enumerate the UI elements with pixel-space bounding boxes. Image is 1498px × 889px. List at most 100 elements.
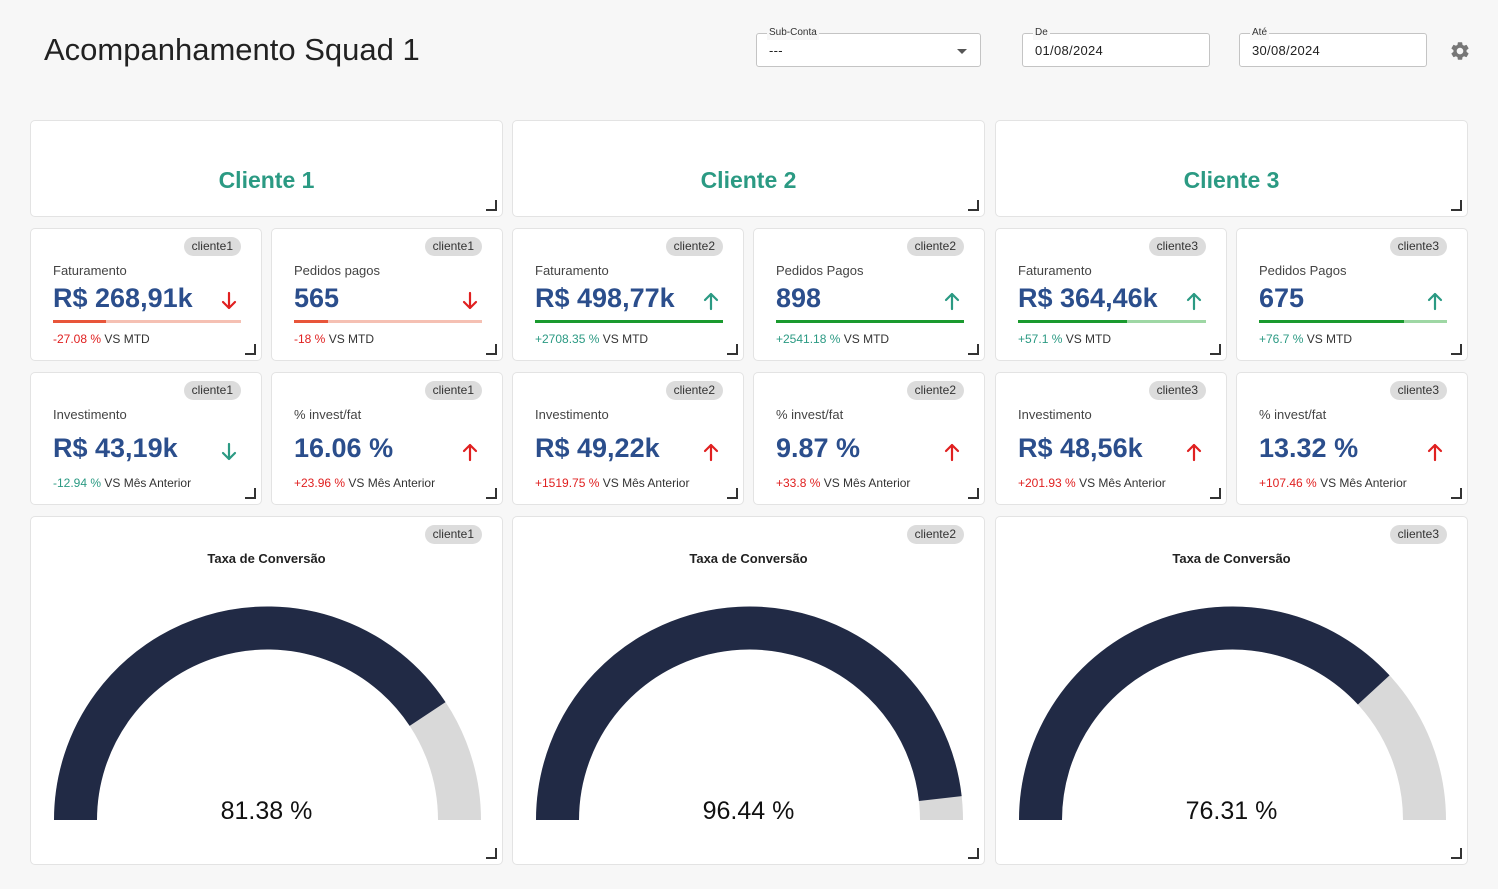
- chevron-down-icon[interactable]: [957, 49, 967, 54]
- metric-label: % invest/fat: [1259, 407, 1327, 422]
- gauge-value-label: 81.38 %: [220, 797, 313, 825]
- invest-card: cliente1 Investimento R$ 43,19k -12.94 % VS…: [30, 372, 262, 505]
- date-to-field[interactable]: Até 30/08/2024: [1239, 26, 1427, 67]
- progress-bar: [294, 320, 482, 323]
- metric-comparison: +2541.18 % VS MTD: [776, 332, 889, 346]
- gauge-value-label: 76.31 %: [1185, 797, 1278, 825]
- metric-value: R$ 364,46k: [1018, 283, 1158, 313]
- date-to-value: 30/08/2024: [1252, 43, 1321, 58]
- arrow-up-icon: [1184, 291, 1204, 311]
- progress-bar-fill: [1018, 320, 1128, 323]
- invest-card: cliente1 % invest/fat 16.06 % +23.96 % VS M…: [271, 372, 503, 505]
- invest-card: cliente2 Investimento R$ 49,22k +1519.75 % …: [512, 372, 744, 505]
- metric-comparison: +23.96 % VS Mês Anterior: [294, 476, 435, 490]
- metric-label: Faturamento: [535, 263, 609, 278]
- compare-label: VS Mês Anterior: [104, 476, 192, 490]
- date-from-field[interactable]: De 01/08/2024: [1022, 26, 1210, 67]
- conversion-gauge: [54, 606, 481, 821]
- resize-handle[interactable]: [1451, 848, 1462, 859]
- change-percent: +76.7 %: [1259, 332, 1304, 346]
- metric-comparison: -12.94 % VS Mês Anterior: [53, 476, 191, 490]
- compare-label: VS MTD: [104, 332, 150, 346]
- metric-value: R$ 43,19k: [53, 433, 178, 463]
- change-percent: -18 %: [294, 332, 326, 346]
- resize-handle[interactable]: [486, 848, 497, 859]
- gauge-card: cliente2 Taxa de Conversão 96.44 %: [512, 516, 985, 865]
- client-title-card: Cliente 1: [30, 120, 503, 217]
- change-percent: +57.1 %: [1018, 332, 1063, 346]
- resize-handle[interactable]: [1210, 488, 1221, 499]
- client-tag-badge: cliente1: [424, 237, 482, 256]
- arrow-up-icon: [942, 291, 962, 311]
- resize-handle[interactable]: [968, 488, 979, 499]
- gear-icon[interactable]: [1449, 40, 1471, 62]
- resize-handle[interactable]: [486, 344, 497, 355]
- date-to-label: Até: [1250, 26, 1270, 40]
- client-tag-badge: cliente3: [1389, 381, 1447, 400]
- client-tag-badge: cliente3: [1148, 237, 1206, 256]
- resize-handle[interactable]: [727, 344, 738, 355]
- invest-card: cliente3 % invest/fat 13.32 % +107.46 % VS …: [1236, 372, 1468, 505]
- client-tag-badge: cliente1: [183, 381, 241, 400]
- resize-handle[interactable]: [968, 848, 979, 859]
- metric-value: 9.87 %: [776, 433, 861, 463]
- client-tag-badge: cliente3: [1148, 381, 1206, 400]
- resize-handle[interactable]: [1210, 344, 1221, 355]
- change-percent: +23.96 %: [294, 476, 346, 490]
- resize-handle[interactable]: [968, 344, 979, 355]
- resize-handle[interactable]: [1451, 488, 1462, 499]
- client-tag-badge: cliente2: [665, 381, 723, 400]
- change-percent: +107.46 %: [1259, 476, 1317, 490]
- gauge-value-arc: [54, 606, 446, 821]
- metric-value: 675: [1259, 283, 1305, 313]
- metric-card: cliente2 Pedidos Pagos 898 +2541.18 % VS MT…: [753, 228, 985, 361]
- subconta-select[interactable]: Sub-Conta ---: [756, 26, 981, 67]
- arrow-up-icon: [1425, 291, 1445, 311]
- metric-comparison: +33.8 % VS Mês Anterior: [776, 476, 910, 490]
- change-percent: +201.93 %: [1018, 476, 1076, 490]
- metric-comparison: +1519.75 % VS Mês Anterior: [535, 476, 689, 490]
- progress-bar: [53, 320, 241, 323]
- resize-handle[interactable]: [727, 488, 738, 499]
- metric-value: 565: [294, 283, 340, 313]
- arrow-up-icon: [1425, 442, 1445, 462]
- progress-bar-fill: [294, 320, 328, 323]
- arrow-down-icon: [460, 291, 480, 311]
- metric-label: % invest/fat: [776, 407, 844, 422]
- client-tag-badge: cliente1: [424, 381, 482, 400]
- client-tag-badge: cliente2: [906, 237, 964, 256]
- arrow-down-icon: [219, 442, 239, 462]
- gauge-card: cliente3 Taxa de Conversão 76.31 %: [995, 516, 1468, 865]
- arrow-up-icon: [701, 291, 721, 311]
- resize-handle[interactable]: [486, 488, 497, 499]
- metric-label: Faturamento: [1018, 263, 1092, 278]
- resize-handle[interactable]: [968, 200, 979, 211]
- metric-label: Pedidos pagos: [294, 263, 381, 278]
- resize-handle[interactable]: [245, 344, 256, 355]
- date-from-value: 01/08/2024: [1035, 43, 1104, 58]
- metric-value: R$ 498,77k: [535, 283, 675, 313]
- gauge-card: cliente1 Taxa de Conversão 81.38 %: [30, 516, 503, 865]
- subconta-value: ---: [769, 43, 783, 58]
- change-percent: +1519.75 %: [535, 476, 600, 490]
- resize-handle[interactable]: [486, 200, 497, 211]
- resize-handle[interactable]: [245, 488, 256, 499]
- resize-handle[interactable]: [1451, 200, 1462, 211]
- page-title: Acompanhamento Squad 1: [44, 32, 420, 67]
- metric-label: Investimento: [1018, 407, 1092, 422]
- client-tag-badge: cliente2: [906, 381, 964, 400]
- gauge-value-arc: [536, 606, 962, 821]
- progress-bar: [1259, 320, 1447, 323]
- metric-label: Investimento: [53, 407, 127, 422]
- client-name: Cliente 1: [218, 167, 315, 193]
- resize-handle[interactable]: [1451, 344, 1462, 355]
- metric-card: cliente1 Pedidos pagos 565 -18 % VS MTD: [271, 228, 503, 361]
- metric-value: 16.06 %: [294, 433, 394, 463]
- change-percent: +2708.35 %: [535, 332, 600, 346]
- arrow-up-icon: [460, 442, 480, 462]
- compare-label: VS Mês Anterior: [823, 476, 911, 490]
- metric-value: R$ 268,91k: [53, 283, 193, 313]
- metric-comparison: +107.46 % VS Mês Anterior: [1259, 476, 1407, 490]
- compare-label: VS MTD: [328, 332, 375, 346]
- metric-card: cliente3 Faturamento R$ 364,46k +57.1 % VS …: [995, 228, 1227, 361]
